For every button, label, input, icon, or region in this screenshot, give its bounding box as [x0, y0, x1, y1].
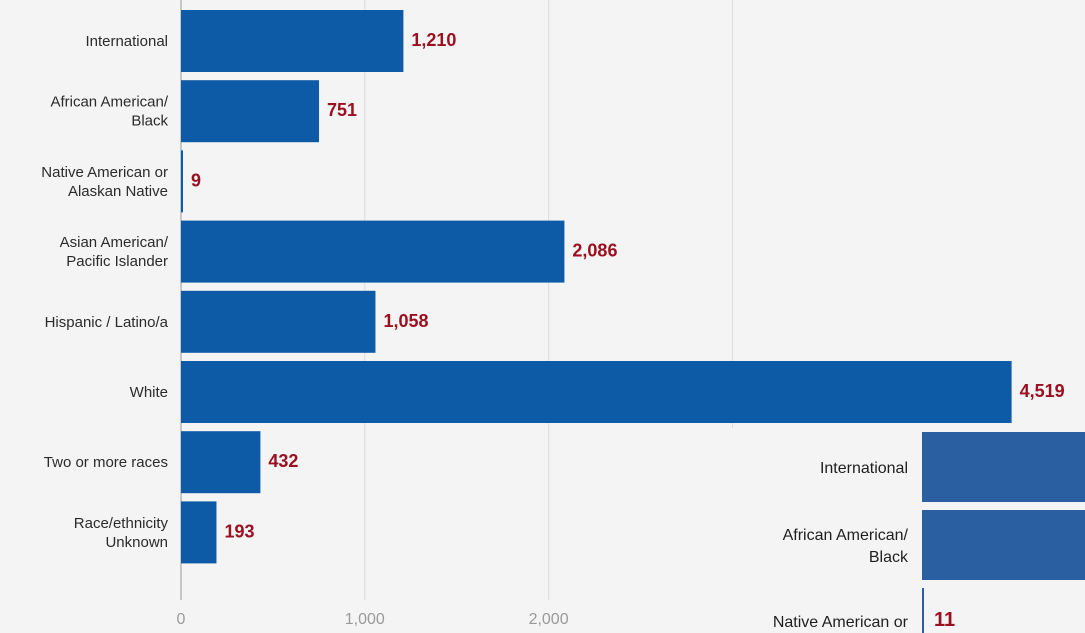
bar-two-or-more-races: [181, 431, 261, 494]
inset-bar-international: [922, 432, 1085, 502]
category-label: International: [85, 33, 168, 50]
bar-asian-american-pacific-islander: [181, 220, 565, 283]
inset-value-label: 11: [934, 609, 955, 631]
value-label: 2,086: [572, 241, 617, 261]
category-label: African American/Black: [50, 94, 168, 130]
inset-category-label: Native American or: [773, 614, 909, 631]
category-label: Race/ethnicity Unknown: [74, 515, 169, 551]
category-label: Native American or Alaskan Native: [41, 164, 168, 200]
inset-bar-african-american-black: [922, 510, 1085, 580]
category-labels: International African American/Black Nativ…: [41, 33, 169, 551]
inset-chart: International African American/Black Nativ…: [700, 428, 1085, 633]
value-label: 1,210: [411, 30, 456, 50]
value-label: 4,519: [1020, 381, 1065, 401]
inset-category-label: African American/Black: [783, 527, 909, 566]
inset-category-labels: International African American/Black Nativ…: [773, 460, 909, 631]
value-label: 432: [268, 451, 298, 471]
inset-value-labels: 11: [934, 609, 955, 631]
value-labels: 1,210 751 9 2,086 1,058 4,519 432 193: [191, 30, 1065, 541]
x-tick-label: 2,000: [529, 611, 569, 628]
category-label: Asian American/Pacific Islander: [60, 234, 169, 270]
bar-white: [181, 361, 1012, 423]
category-label: Hispanic / Latino/a: [45, 314, 169, 331]
bar-native-american-or-alaskan-native: [181, 150, 183, 213]
value-label: 751: [327, 100, 357, 120]
value-label: 1,058: [383, 311, 428, 331]
x-tick-label: 0: [177, 611, 186, 628]
bars: [181, 10, 1012, 564]
inset-category-label: International: [820, 460, 908, 477]
bar-hispanic-latino-a: [181, 290, 376, 353]
category-label: White: [130, 384, 168, 401]
bar-race-ethnicity-unknown: [181, 501, 217, 564]
value-label: 193: [224, 521, 254, 541]
inset-bars: [922, 432, 1085, 633]
bar-international: [181, 10, 404, 72]
inset-bar-native-american-or: [922, 588, 924, 633]
x-tick-label: 1,000: [345, 611, 385, 628]
value-label: 9: [191, 170, 201, 190]
category-label: Two or more races: [44, 454, 168, 471]
bar-african-american-black: [181, 80, 320, 143]
